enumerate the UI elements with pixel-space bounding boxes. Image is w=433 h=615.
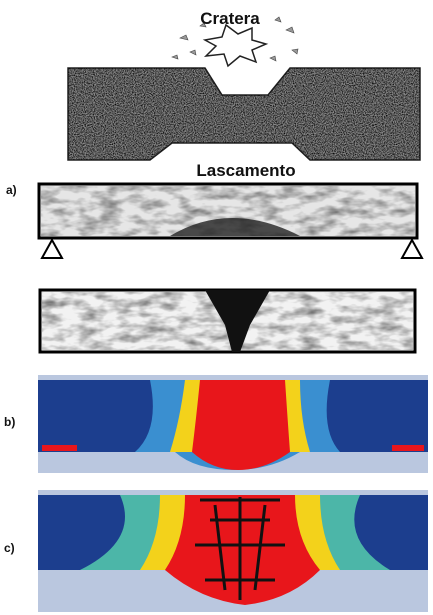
- photo-a-top: [39, 184, 422, 258]
- panel-label: b): [4, 415, 15, 429]
- spalling-label: Lascamento: [196, 161, 295, 180]
- simulation-c: [38, 490, 428, 612]
- support: [42, 240, 62, 258]
- edge-damage: [42, 445, 77, 451]
- photo-a-bottom: [40, 290, 415, 352]
- crater-label: Cratera: [200, 9, 260, 28]
- impact-star: [205, 25, 266, 66]
- schematic: Cratera Lascamento: [68, 9, 420, 180]
- figure: Cratera Lascamento a) b) c): [0, 0, 433, 615]
- simulation-b: [38, 375, 428, 473]
- damage-core: [192, 380, 290, 470]
- panel-label: a): [6, 183, 17, 197]
- slab-texture: [68, 68, 420, 160]
- panel-label: c): [4, 541, 15, 555]
- support: [402, 240, 422, 258]
- edge-damage: [392, 445, 424, 451]
